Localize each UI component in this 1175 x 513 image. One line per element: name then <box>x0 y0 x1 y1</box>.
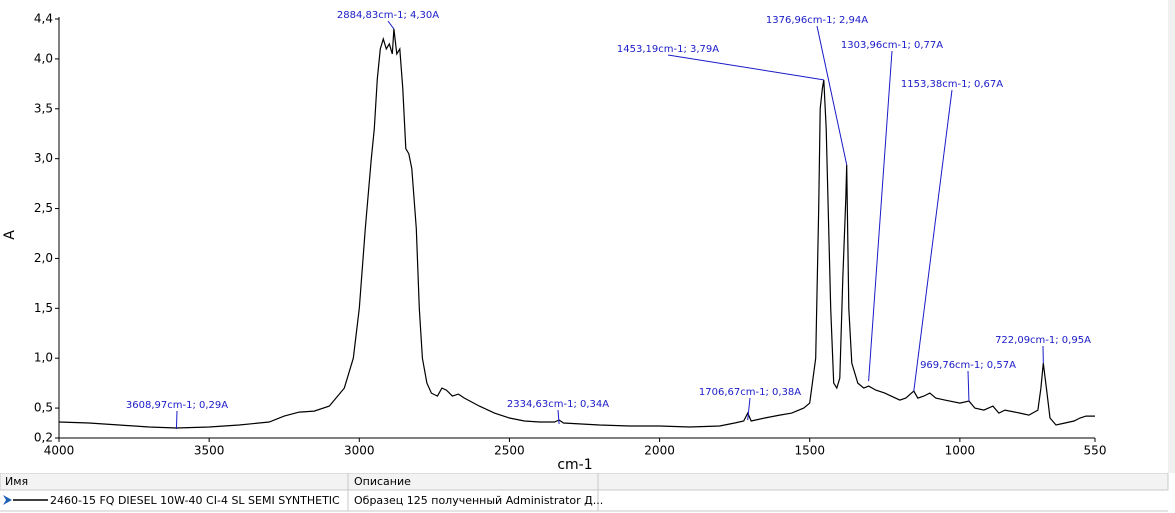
annotation: 3608,97cm-1; 0,29A <box>126 400 228 411</box>
annotation-leader <box>967 370 970 402</box>
row-arrow <box>3 495 12 505</box>
cell[interactable]: Образец 125 полученный Administrator Д..… <box>354 494 603 507</box>
x-tick-label: 1500 <box>794 444 825 458</box>
annotation-leader <box>747 397 751 421</box>
header-cell: Имя <box>5 475 28 488</box>
x-tick-label: 4000 <box>44 444 75 458</box>
x-axis-label: cm-1 <box>557 457 592 473</box>
annotation: 722,09cm-1; 0,95A <box>995 335 1091 346</box>
x-tick-label: 2000 <box>644 444 675 458</box>
x-tick-label: 3000 <box>344 444 375 458</box>
table-header <box>0 473 1169 491</box>
annotation-leader <box>667 54 824 81</box>
x-tick-label: 2500 <box>494 444 525 458</box>
y-tick-label: 4,0 <box>34 51 53 65</box>
annotation-leader <box>557 409 560 425</box>
y-tick-label: 1,0 <box>34 351 53 365</box>
x-tick-label: 3500 <box>194 444 225 458</box>
annotation: 1706,67cm-1; 0,38A <box>699 387 801 398</box>
annotation: 969,76cm-1; 0,57A <box>920 360 1016 371</box>
y-tick-label: 4,4 <box>34 12 53 26</box>
x-tick-label: 550 <box>1084 444 1107 458</box>
annotation-leader <box>175 410 178 430</box>
x-tick-label: 1000 <box>945 444 976 458</box>
legend-table: Имя Описание 2460-15 FQ DIESEL 10W-40 CI… <box>0 473 1175 513</box>
y-tick-label: 3,5 <box>34 101 53 115</box>
annotation-leader <box>387 20 395 30</box>
y-axis-label: A <box>2 230 18 240</box>
annotation-leader <box>816 25 848 165</box>
y-tick-label: 2,5 <box>34 201 53 215</box>
y-tick-label: 1,5 <box>34 301 53 315</box>
scroll-edge <box>1168 0 1175 473</box>
y-tick-label: 0,5 <box>34 401 53 415</box>
annotation-leader <box>913 89 953 392</box>
y-tick-label: 0,2 <box>34 431 53 445</box>
cell[interactable]: 2460-15 FQ DIESEL 10W-40 CI-4 SL SEMI SY… <box>50 494 340 507</box>
y-tick-label: 2,0 <box>34 251 53 265</box>
annotation: 2884,83cm-1; 4,30A <box>337 10 439 21</box>
chart: A cm-1 0,2 0,5 1,0 1,5 2,0 2,5 3,0 3,5 4,0 4,4 400… <box>2 0 1175 473</box>
annotation-leader <box>868 50 893 382</box>
spectrum-line <box>58 28 1095 429</box>
annotation: 1453,19cm-1; 3,79A <box>617 44 719 55</box>
annotation: 2334,63cm-1; 0,34A <box>507 399 609 410</box>
header-cell: Описание <box>354 475 411 488</box>
annotation: 1153,38cm-1; 0,67A <box>901 79 1003 90</box>
annotation: 1303,96cm-1; 0,77A <box>841 40 943 51</box>
annotation: 1376,96cm-1; 2,94A <box>766 15 868 26</box>
y-tick-label: 3,0 <box>34 151 53 165</box>
